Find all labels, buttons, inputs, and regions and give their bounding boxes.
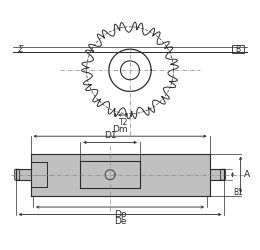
Text: D1: D1 [104,132,116,140]
Text: Σ: Σ [18,45,23,54]
Bar [16,169,31,180]
Text: B1: B1 [234,188,244,196]
FancyBboxPatch shape [220,169,225,180]
Text: T2: T2 [119,118,128,127]
Bar [232,45,244,53]
Text: A: A [244,170,250,179]
Text: B: B [236,45,241,54]
Bar [31,162,47,188]
Text: Dm: Dm [112,125,128,134]
Bar [80,161,140,188]
Text: De: De [114,217,126,226]
Bar [83,162,138,187]
FancyBboxPatch shape [15,169,20,180]
Bar [31,154,210,196]
Bar [83,162,138,187]
Bar [210,169,224,180]
Text: Dp: Dp [114,210,126,218]
